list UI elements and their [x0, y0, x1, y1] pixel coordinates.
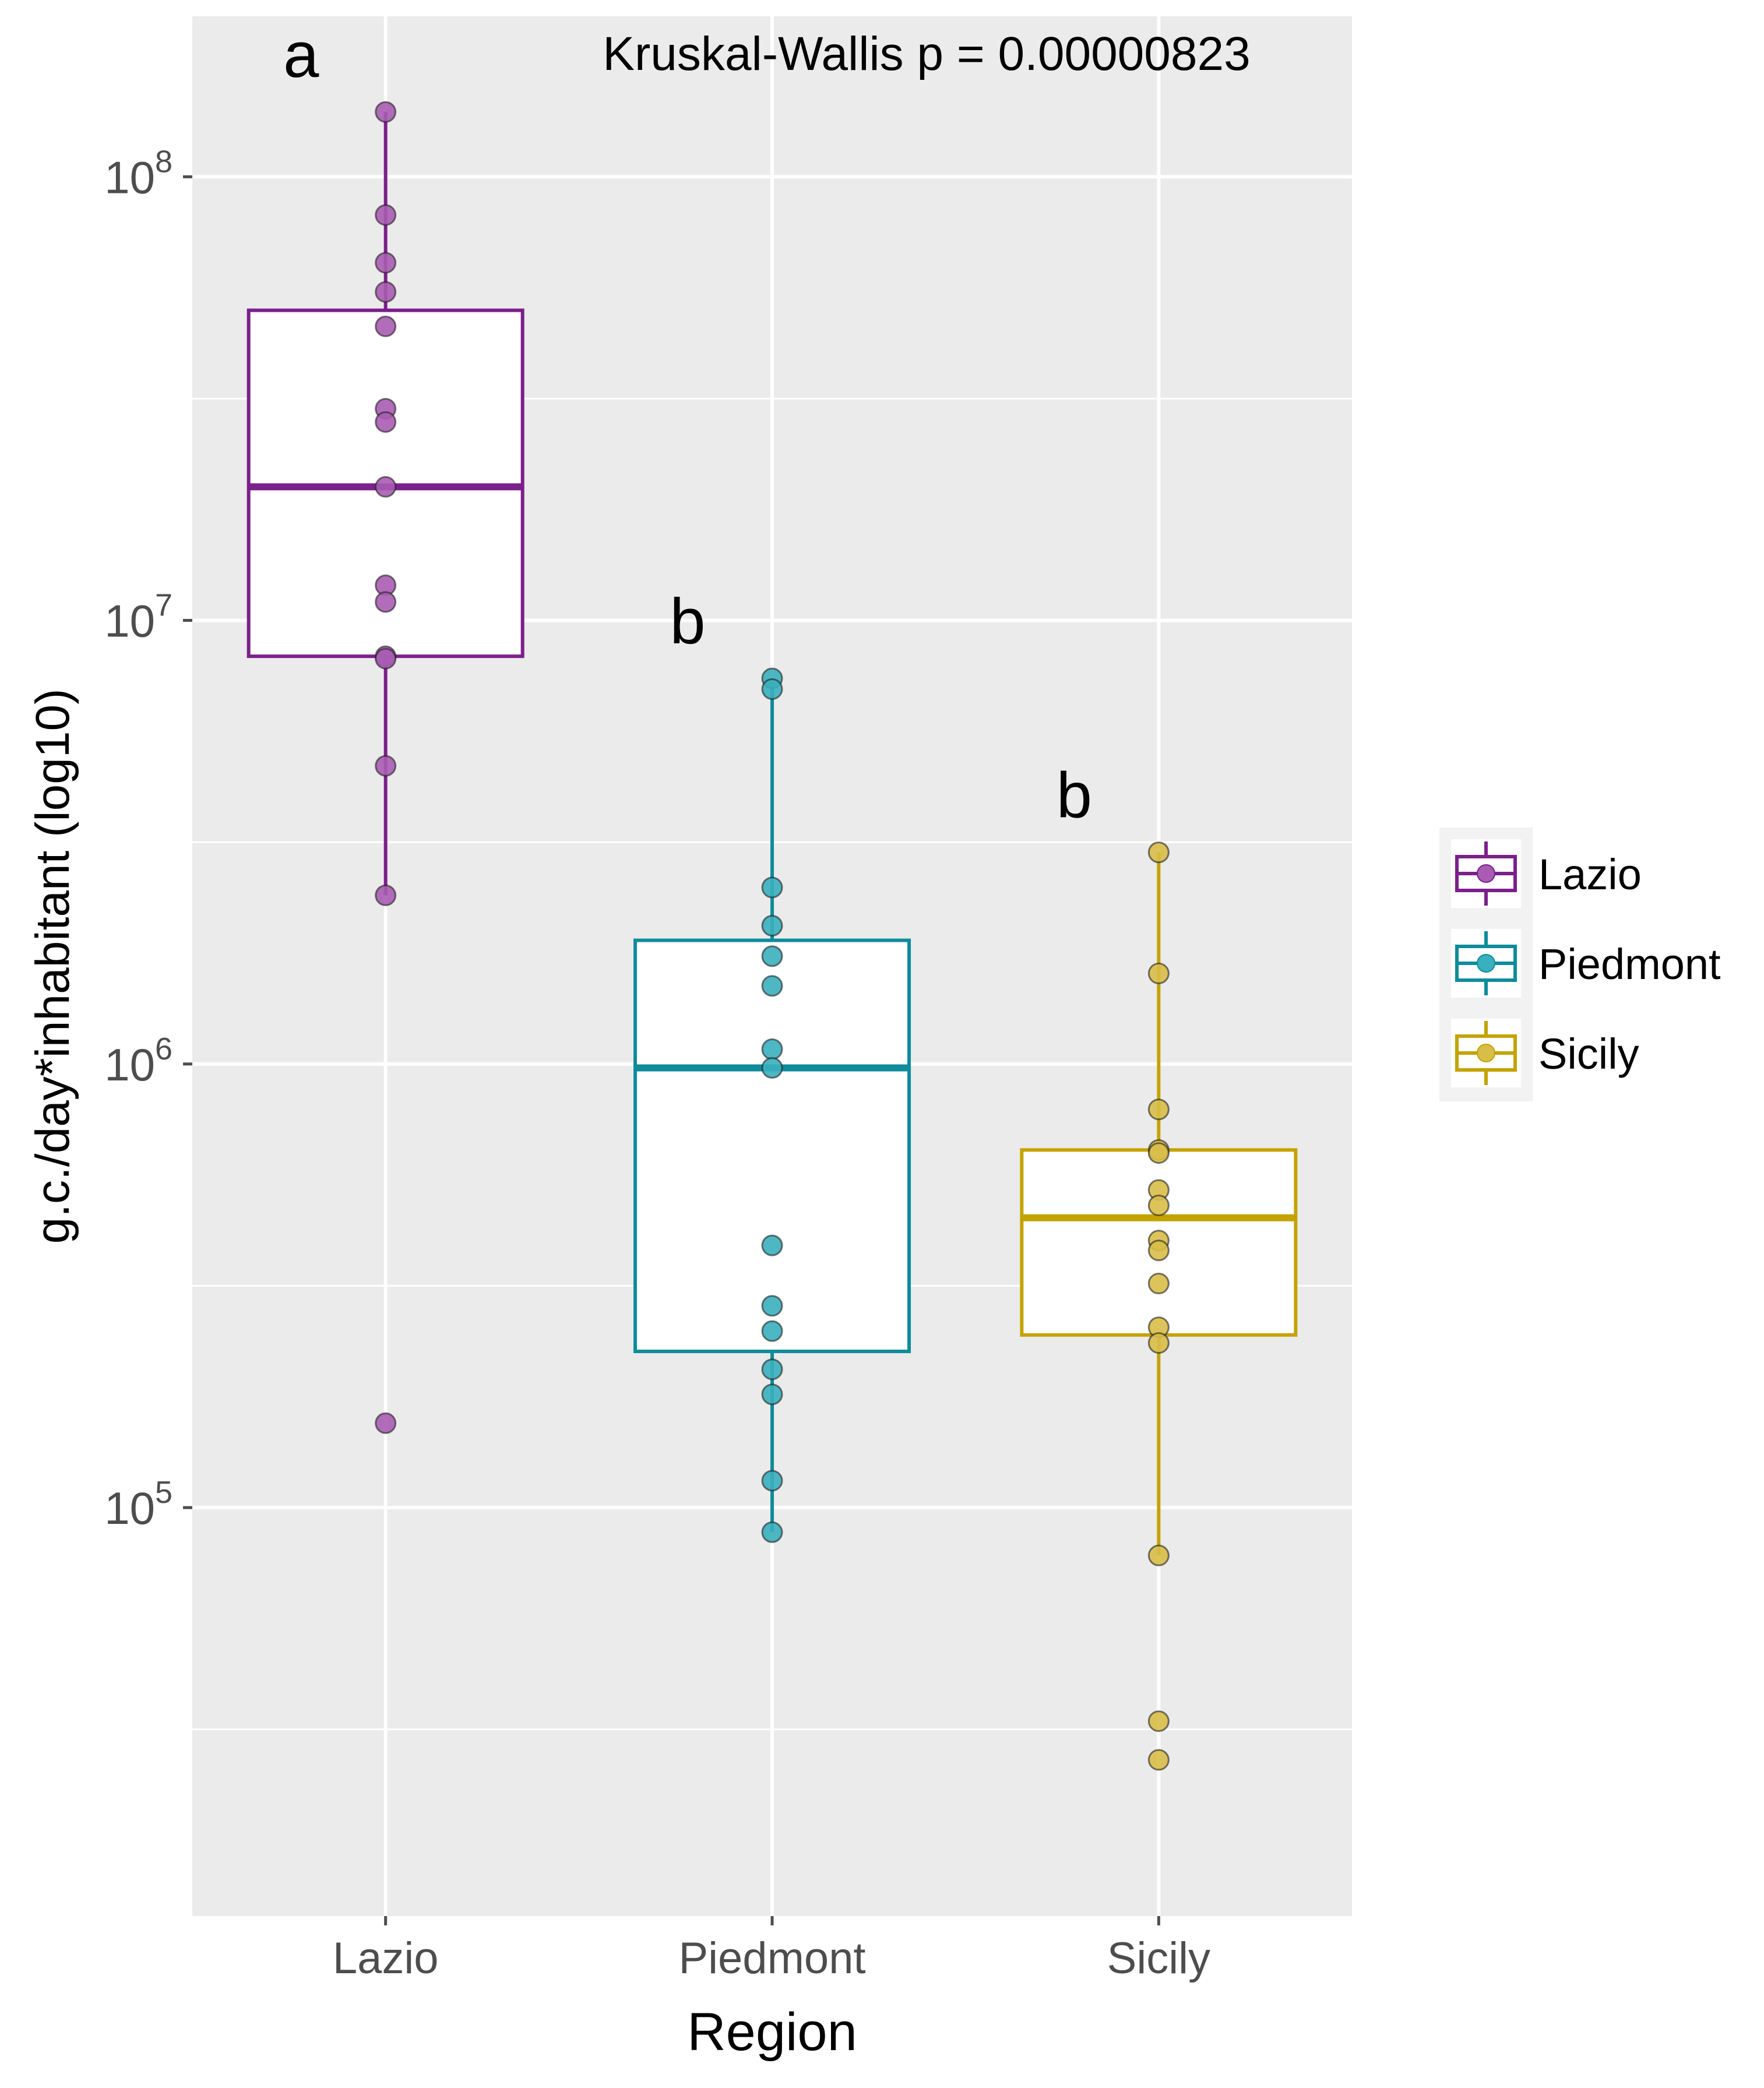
data-point-sicily-13 — [1147, 1710, 1170, 1733]
data-point-piedmont-10 — [761, 1320, 783, 1342]
data-point-piedmont-14 — [761, 1521, 783, 1543]
y-tick-label-0: 105 — [104, 1475, 172, 1534]
data-point-sicily-2 — [1147, 1098, 1170, 1121]
legend-key-point — [1477, 1044, 1495, 1062]
y-tick-label-2: 107 — [104, 588, 172, 647]
x-axis-title: Region — [687, 2002, 857, 2062]
data-point-lazio-7 — [375, 476, 397, 498]
data-point-sicily-6 — [1147, 1194, 1170, 1216]
data-point-lazio-14 — [375, 1412, 397, 1434]
data-point-sicily-4 — [1147, 1142, 1170, 1164]
significance-letter-sicily: b — [1057, 760, 1092, 832]
box-iqr — [633, 938, 911, 1353]
x-tick-label-sicily: Sicily — [1107, 1934, 1210, 1983]
data-point-lazio-12 — [375, 755, 397, 777]
data-point-piedmont-3 — [761, 915, 783, 937]
data-point-lazio-9 — [375, 591, 397, 613]
legend-key-point — [1477, 864, 1495, 883]
x-tick-label-piedmont: Piedmont — [678, 1934, 865, 1983]
data-point-sicily-14 — [1147, 1749, 1170, 1771]
data-point-sicily-8 — [1147, 1240, 1170, 1262]
data-point-lazio-3 — [375, 281, 397, 303]
data-point-lazio-13 — [375, 884, 397, 906]
y-tick-label-1: 106 — [104, 1031, 172, 1090]
data-point-lazio-0 — [375, 101, 397, 123]
kruskal-wallis-annotation: Kruskal-Wallis p = 0.00000823 — [603, 27, 1250, 80]
data-point-piedmont-6 — [761, 1038, 783, 1060]
data-point-piedmont-4 — [761, 945, 783, 967]
legend-item-lazio: Lazio — [1451, 839, 1642, 908]
data-point-piedmont-2 — [761, 876, 783, 899]
axis-layer: 105 106 107 108 Lazio Piedmont Sicily — [104, 144, 1210, 1983]
legend-key-point — [1477, 954, 1495, 973]
legend-label-sicily: Sicily — [1538, 1030, 1639, 1078]
data-point-piedmont-9 — [761, 1295, 783, 1317]
data-point-piedmont-8 — [761, 1234, 783, 1256]
data-point-piedmont-5 — [761, 975, 783, 997]
y-axis-title: g.c./day*inhabitant (log10) — [26, 689, 79, 1244]
data-point-sicily-1 — [1147, 962, 1170, 984]
data-point-lazio-2 — [375, 252, 397, 274]
legend-item-sicily: Sicily — [1451, 1019, 1639, 1087]
data-point-sicily-11 — [1147, 1332, 1170, 1354]
data-point-piedmont-1 — [761, 678, 783, 700]
x-tick-label-lazio: Lazio — [333, 1934, 439, 1983]
data-point-sicily-0 — [1147, 841, 1170, 864]
data-point-lazio-1 — [375, 204, 397, 226]
data-point-piedmont-13 — [761, 1470, 783, 1492]
legend-label-lazio: Lazio — [1538, 850, 1642, 899]
legend: Lazio Piedmont Sicily — [1439, 828, 1721, 1101]
point-layer: a b b — [283, 19, 1170, 1771]
data-point-piedmont-12 — [761, 1383, 783, 1406]
data-point-piedmont-7 — [761, 1057, 783, 1079]
box-group-piedmont — [633, 678, 911, 1533]
y-tick-label-3: 108 — [104, 144, 172, 203]
data-point-lazio-11 — [375, 647, 397, 670]
data-point-piedmont-11 — [761, 1358, 783, 1381]
legend-item-piedmont: Piedmont — [1451, 929, 1721, 998]
significance-letter-piedmont: b — [670, 586, 705, 657]
data-point-lazio-6 — [375, 411, 397, 433]
data-point-sicily-9 — [1147, 1273, 1170, 1295]
data-point-lazio-4 — [375, 315, 397, 337]
data-point-sicily-12 — [1147, 1544, 1170, 1566]
legend-label-piedmont: Piedmont — [1538, 940, 1721, 988]
significance-letter-lazio: a — [283, 19, 319, 91]
